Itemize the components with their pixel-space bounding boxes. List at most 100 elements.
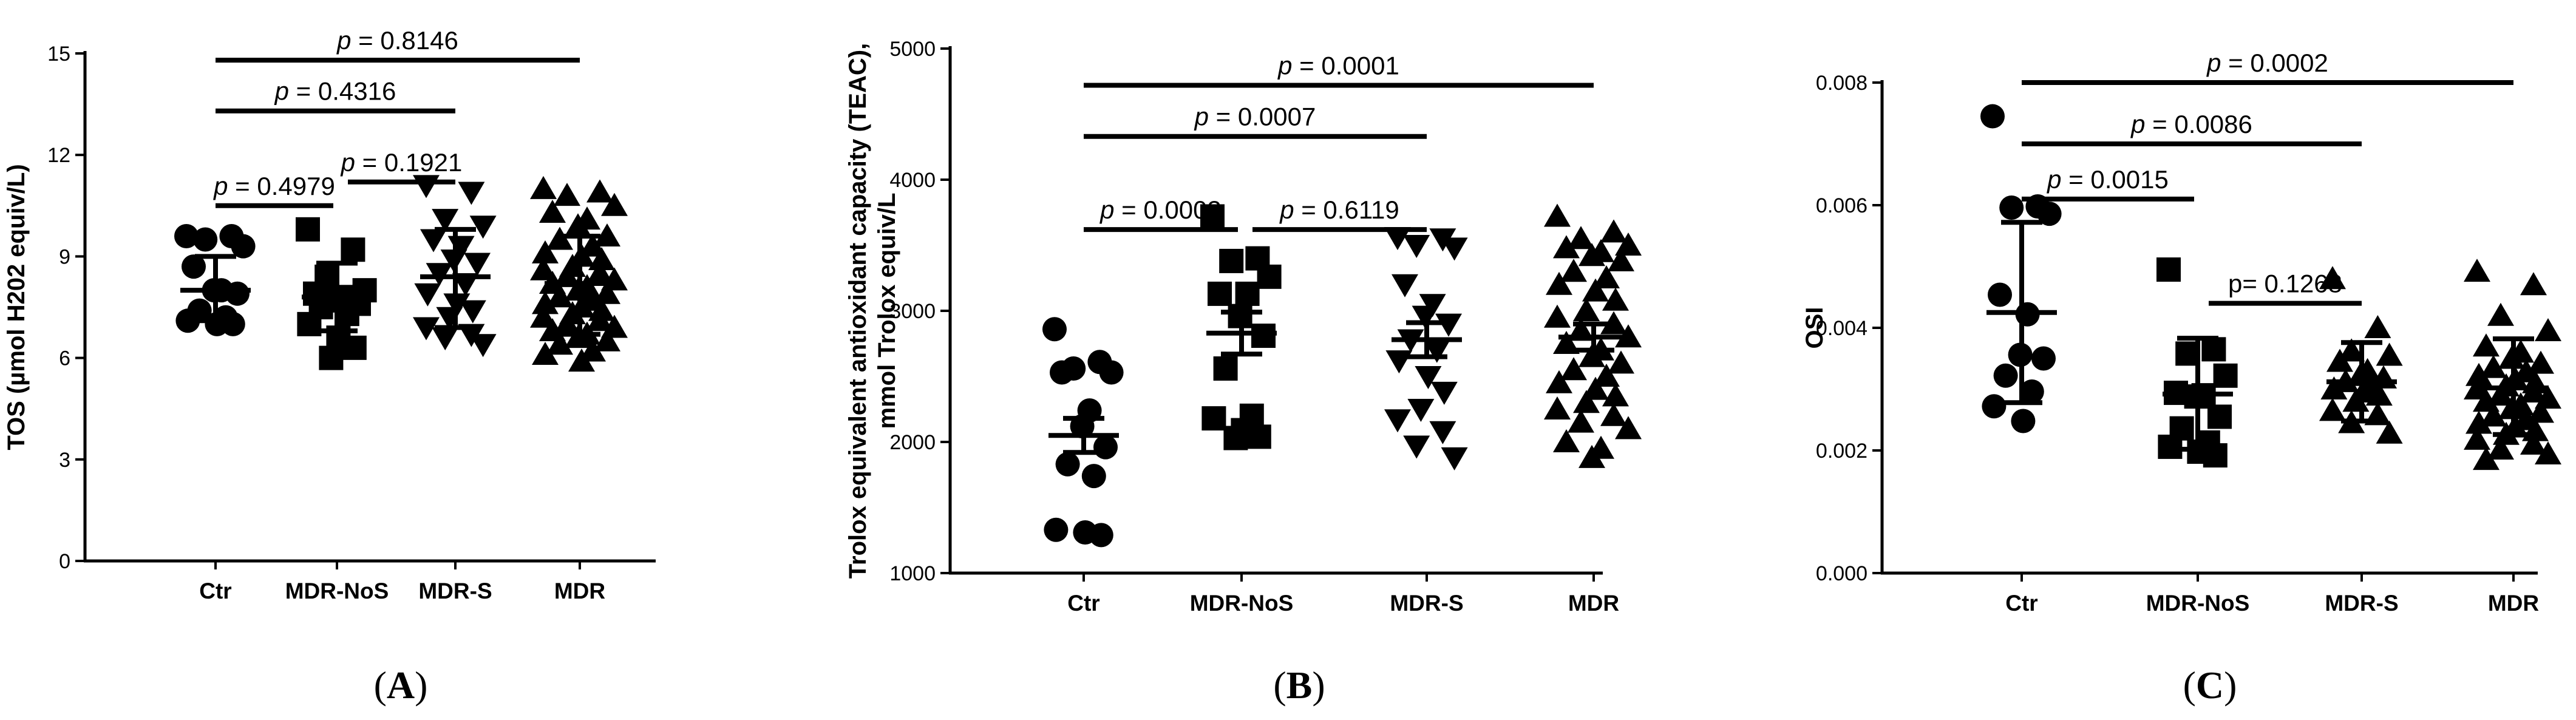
data-point bbox=[2535, 441, 2561, 465]
data-point bbox=[1384, 409, 1411, 433]
data-point bbox=[532, 342, 559, 365]
data-point bbox=[1615, 416, 1642, 440]
data-point bbox=[1257, 264, 1282, 289]
data-point bbox=[1544, 203, 1571, 227]
data-point bbox=[1235, 281, 1260, 306]
data-point bbox=[469, 334, 497, 358]
data-point bbox=[530, 304, 557, 328]
data-point bbox=[1423, 339, 1450, 363]
data-point bbox=[586, 179, 613, 203]
data-point bbox=[1544, 396, 1571, 419]
p-value-label: p = 0.6119 bbox=[1279, 195, 1399, 224]
data-point bbox=[2473, 447, 2500, 470]
data-point bbox=[432, 327, 459, 351]
data-point bbox=[458, 182, 485, 205]
data-point bbox=[601, 192, 628, 216]
y-axis-title: OSI bbox=[1801, 307, 1828, 349]
p-value-label: p = 0.4979 bbox=[212, 172, 335, 200]
data-point bbox=[1980, 104, 2005, 129]
data-point bbox=[586, 308, 613, 331]
data-point bbox=[546, 331, 573, 355]
y-tick-label: 0.006 bbox=[1816, 194, 1867, 217]
data-point bbox=[1579, 344, 1605, 367]
data-point bbox=[1560, 357, 1587, 381]
y-tick-label: 3 bbox=[59, 449, 70, 472]
data-point bbox=[1582, 278, 1609, 302]
y-tick-label: 0.008 bbox=[1816, 72, 1867, 95]
panel-c: 0.000 0.002 0.004 0.006 0.008 Ctr MDR-NoS MDR-S… bbox=[1801, 49, 2561, 707]
data-point bbox=[469, 216, 497, 239]
data-point bbox=[1403, 435, 1430, 459]
data-point bbox=[2466, 362, 2492, 386]
data-point bbox=[2158, 434, 2183, 459]
data-point bbox=[1435, 313, 1462, 337]
panel-label: (C) bbox=[2183, 664, 2237, 707]
p-value-label: p = 0.0003 bbox=[1099, 195, 1222, 224]
y-tick-label: 6 bbox=[59, 347, 70, 370]
data-point bbox=[1042, 317, 1067, 342]
data-point bbox=[2320, 376, 2348, 399]
data-point bbox=[1608, 350, 1634, 374]
data-point bbox=[2037, 202, 2062, 226]
y-tick-label: 0.004 bbox=[1816, 317, 1867, 340]
x-tick-label: MDR-NoS bbox=[285, 579, 389, 603]
data-point bbox=[539, 199, 566, 223]
data-point bbox=[579, 338, 606, 362]
data-point bbox=[1602, 383, 1629, 407]
data-point bbox=[1407, 399, 1435, 422]
data-point bbox=[2364, 315, 2391, 338]
data-point bbox=[2480, 403, 2507, 427]
data-point bbox=[182, 254, 206, 279]
data-point bbox=[1553, 235, 1580, 259]
panel-label: (B) bbox=[1273, 664, 1325, 707]
panel-a: 0 3 6 9 12 15 Ctr MDR-NoS MDR-S MDR TOS (µmol H202… bbox=[3, 26, 656, 707]
data-point bbox=[1050, 360, 1074, 385]
p-value-label: p = 0.0086 bbox=[2130, 110, 2252, 138]
data-point bbox=[175, 308, 200, 333]
panel-b: 1000 2000 3000 4000 5000 Ctr MDR-NoS MDR-S MDR Tr… bbox=[845, 38, 1642, 707]
data-point bbox=[193, 227, 218, 252]
data-point bbox=[2207, 404, 2232, 429]
data-point bbox=[2011, 409, 2036, 433]
data-point bbox=[464, 253, 491, 276]
data-point bbox=[1573, 390, 1600, 413]
data-point bbox=[2319, 266, 2346, 290]
y-axis-title: TOS (µmol H202 equiv/L) bbox=[3, 164, 30, 450]
data-point bbox=[1999, 195, 2024, 220]
data-point bbox=[1429, 421, 1456, 444]
data-point bbox=[1219, 248, 1244, 273]
data-point bbox=[414, 283, 441, 307]
data-point bbox=[1573, 298, 1600, 321]
data-point bbox=[341, 237, 365, 262]
data-point bbox=[2326, 348, 2353, 372]
data-point bbox=[1208, 281, 1232, 306]
p-value-label: p= 0.1268 bbox=[2228, 270, 2342, 298]
y-tick-label: 2000 bbox=[889, 431, 936, 454]
data-point bbox=[1993, 363, 2018, 388]
panel-label: (A) bbox=[374, 664, 428, 707]
data-point bbox=[1608, 248, 1634, 271]
p-value-label: p = 0.0007 bbox=[1194, 103, 1316, 131]
data-point bbox=[1201, 406, 1226, 431]
data-point bbox=[1982, 394, 2007, 419]
data-point bbox=[459, 300, 486, 324]
data-point bbox=[2487, 436, 2514, 460]
data-point bbox=[1582, 376, 1609, 400]
data-point bbox=[2527, 350, 2554, 374]
data-point bbox=[2464, 259, 2490, 282]
p-value-label: p = 0.0015 bbox=[2046, 165, 2169, 194]
data-point bbox=[296, 217, 320, 242]
p-value-label: p = 0.1921 bbox=[340, 148, 463, 177]
data-point bbox=[1415, 366, 1442, 389]
data-point bbox=[2156, 257, 2181, 282]
data-point bbox=[554, 311, 580, 335]
data-point bbox=[1419, 294, 1446, 318]
y-tick-label: 5000 bbox=[889, 38, 936, 61]
data-point bbox=[1213, 356, 1238, 381]
data-point bbox=[1600, 402, 1627, 426]
data-point bbox=[2520, 272, 2547, 296]
data-point bbox=[2487, 302, 2514, 326]
data-point bbox=[546, 284, 573, 308]
data-point bbox=[2019, 379, 2044, 404]
x-tick-label: MDR bbox=[2488, 591, 2539, 616]
